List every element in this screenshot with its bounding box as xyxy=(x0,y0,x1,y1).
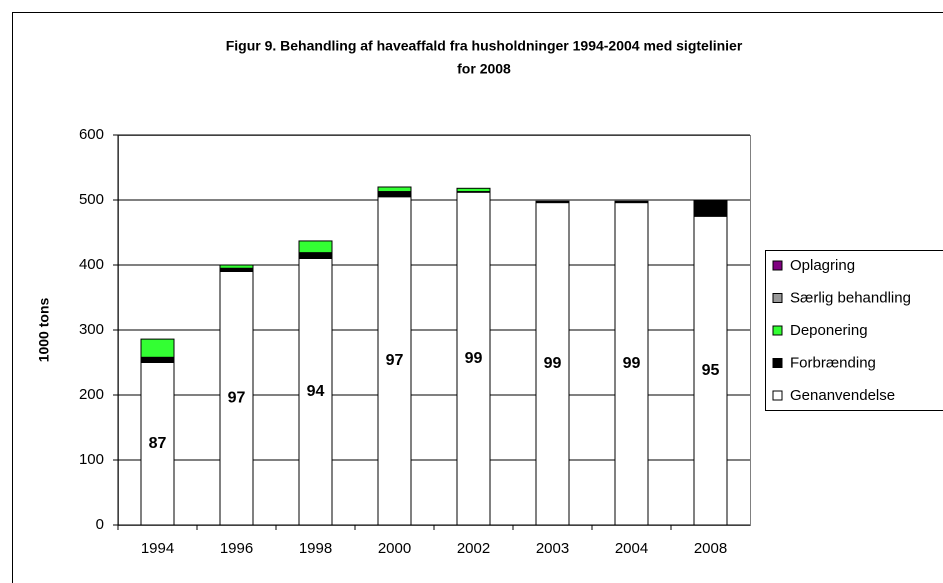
y-tick-label: 200 xyxy=(79,386,104,403)
share-label: 99 xyxy=(623,355,641,372)
bar-segment xyxy=(377,186,412,193)
share-label: 99 xyxy=(465,350,483,367)
x-tick-label: 1998 xyxy=(299,540,332,557)
x-tick-label: 2002 xyxy=(457,540,490,557)
chart-subtitle: for 2008 xyxy=(457,61,511,77)
bar-segment xyxy=(298,240,333,254)
legend-marker xyxy=(772,293,783,303)
y-tick-label: 300 xyxy=(79,321,104,338)
bar-segment xyxy=(535,200,570,204)
bar-segment xyxy=(535,202,570,526)
bar-segment xyxy=(456,191,491,526)
y-tick-label: 500 xyxy=(79,191,104,208)
legend-marker xyxy=(772,260,783,271)
bar-segment xyxy=(614,200,649,204)
y-tick-label: 0 xyxy=(96,516,104,533)
legend-label: Forbrænding xyxy=(790,354,876,371)
share-label: 97 xyxy=(386,352,404,369)
bar-segment xyxy=(140,362,175,526)
x-tick-label: 2004 xyxy=(615,540,648,557)
x-tick-label: 2008 xyxy=(694,540,727,557)
x-tick-label: 1996 xyxy=(220,540,253,557)
y-tick-label: 100 xyxy=(79,451,104,468)
bar-segment xyxy=(456,187,491,193)
y-tick-label: 600 xyxy=(79,126,104,143)
legend-label: Særlig behandling xyxy=(790,289,911,306)
bar-segment xyxy=(693,215,728,526)
x-tick-label: 2000 xyxy=(378,540,411,557)
legend-marker xyxy=(772,325,783,336)
share-label: 94 xyxy=(307,383,325,400)
bar-segment xyxy=(140,356,175,363)
legend-marker xyxy=(772,390,783,401)
share-label: 99 xyxy=(544,355,562,372)
bar-segment xyxy=(298,252,333,259)
bar-segment xyxy=(140,338,175,358)
x-tick-label: 2003 xyxy=(536,540,569,557)
bar-segment xyxy=(219,271,254,526)
bar-segment xyxy=(377,191,412,198)
legend-box xyxy=(765,250,943,411)
bar-segment xyxy=(219,264,254,269)
share-label: 87 xyxy=(149,435,167,452)
legend-label: Deponering xyxy=(790,322,868,339)
share-label: 95 xyxy=(702,362,720,379)
legend-marker xyxy=(772,358,783,368)
y-axis-label: 1000 tons xyxy=(36,297,52,362)
x-tick-label: 1994 xyxy=(141,540,174,557)
share-label: 97 xyxy=(228,389,246,406)
legend-label: Oplagring xyxy=(790,257,855,274)
bar-segment xyxy=(693,199,728,217)
chart-title: Figur 9. Behandling af haveaffald fra hu… xyxy=(226,38,743,54)
legend-label: Genanvendelse xyxy=(790,387,895,404)
y-tick-label: 400 xyxy=(79,256,104,273)
